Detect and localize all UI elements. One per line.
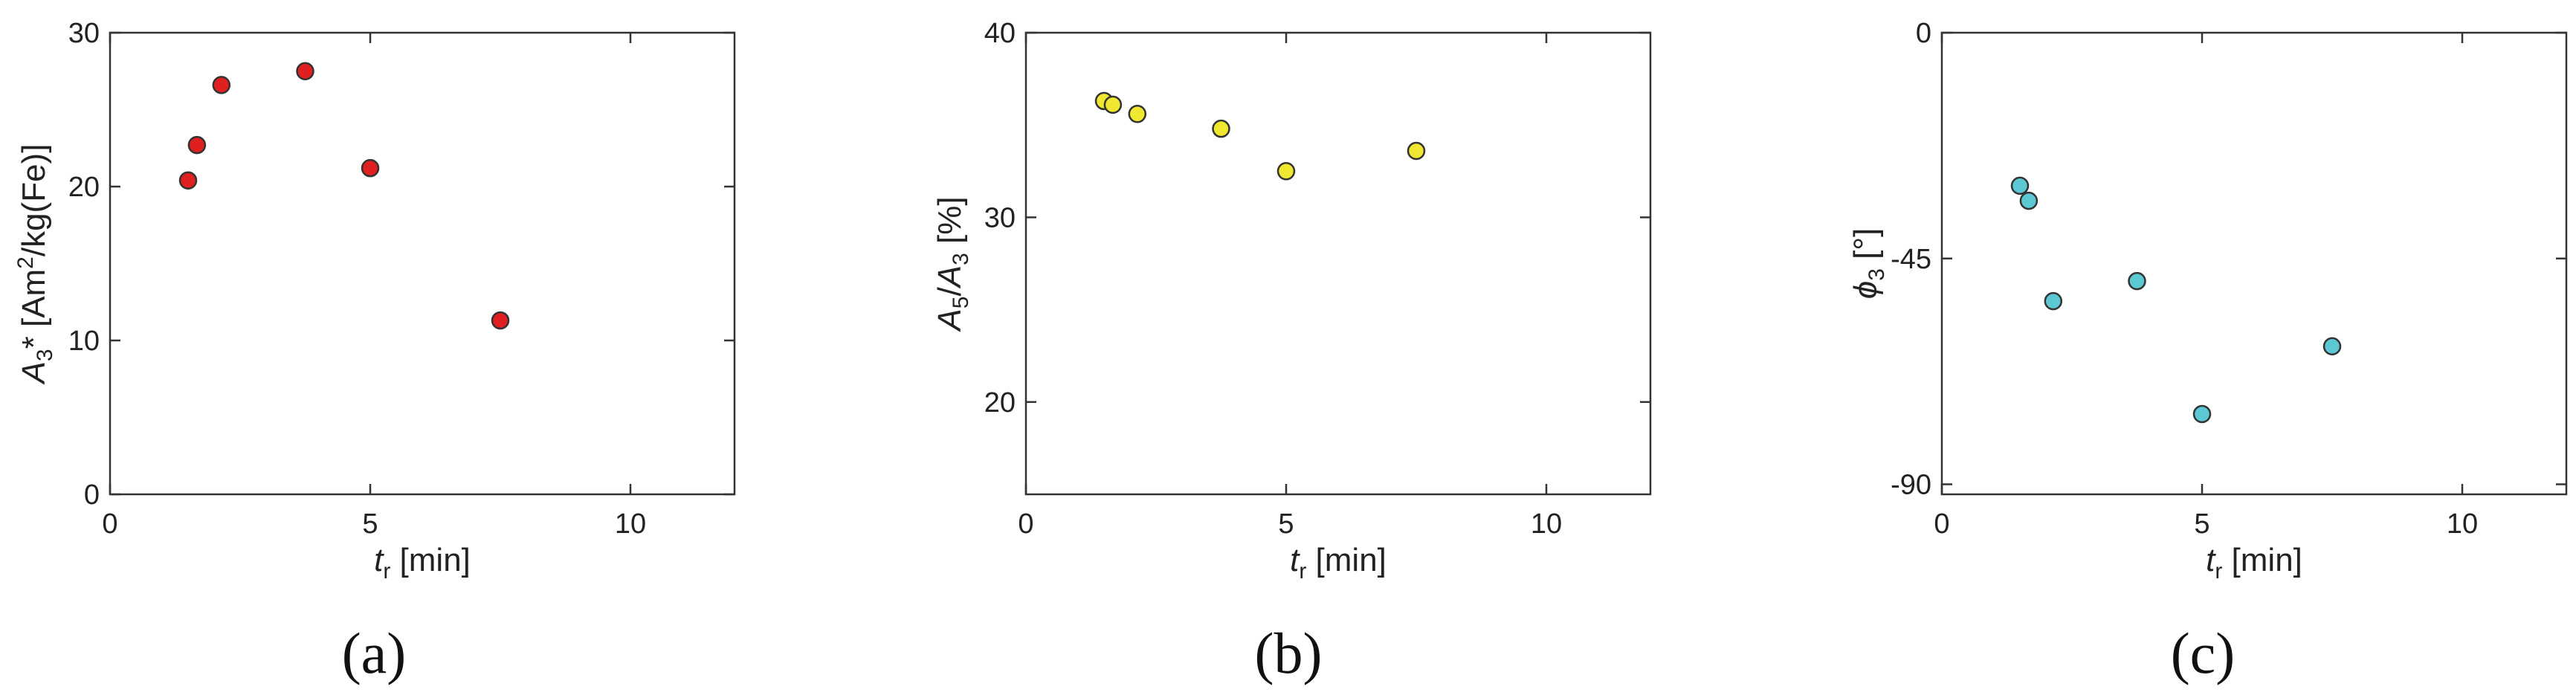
x-axis-label: tr [min] [374,542,471,584]
plot-frame [1940,31,2568,496]
x-tick-label: 0 [102,508,117,540]
y-tick-label: 30 [984,202,1016,233]
data-point [361,158,380,178]
data-point [2010,176,2030,195]
panel-label: (a) [342,621,407,685]
data-point [1276,162,1296,181]
y-axis-label: ϕ3 [°] [1847,228,1889,299]
panel-label: (b) [1255,621,1323,685]
x-axis-label: tr [min] [2206,542,2302,584]
plot-frame [1024,31,1652,496]
data-point [212,76,231,94]
data-point [1128,105,1147,123]
plot-frame [109,31,736,496]
x-tick-label: 5 [362,508,378,540]
y-axis-label: A5/A3 [%] [932,196,973,332]
y-tick-label: 30 [68,18,100,49]
data-point [2128,271,2146,291]
data-point [2322,337,2342,356]
data-point [1407,141,1426,161]
x-tick-label: 10 [615,508,646,540]
x-tick-label: 10 [1531,508,1562,540]
data-point [491,311,510,330]
data-point [2019,191,2038,210]
x-tick-label: 0 [1934,508,1949,540]
y-axis-label: A3* [Am2/kg(Fe)] [13,144,57,386]
y-tick-label: 20 [984,387,1016,419]
chart-panel-2: 0 5 10 20 30 40 tr [min] A5/A3 [%] (b) [932,18,1652,685]
chart-panel-1: 0 5 10 0 10 20 30 tr [min] A3* [Am2/kg(Fe)] (a) [13,18,736,685]
x-tick-label: 5 [1278,508,1294,540]
data-point [178,171,198,190]
data-point [2044,291,2063,311]
x-tick-label: 10 [2447,508,2478,540]
data-point [187,135,207,155]
x-axis-label: tr [min] [1290,542,1387,584]
chart-panel-3: 0 5 10 0 -45 -90 tr [min] ϕ3 [°] (c) [1847,18,2568,685]
y-tick-label: 0 [84,479,100,511]
panel-label: (c) [2171,621,2236,685]
data-point [2192,404,2212,424]
x-tick-label: 5 [2194,508,2209,540]
data-point [1212,119,1230,138]
y-tick-label: 10 [68,326,100,357]
y-tick-label: 20 [68,172,100,203]
y-tick-label: -45 [1891,244,1931,275]
y-tick-label: 0 [1916,18,1931,49]
y-tick-label: -90 [1891,470,1931,501]
x-tick-label: 0 [1018,508,1033,540]
y-tick-label: 40 [984,18,1016,49]
data-point [296,62,314,80]
data-point [1103,95,1123,114]
